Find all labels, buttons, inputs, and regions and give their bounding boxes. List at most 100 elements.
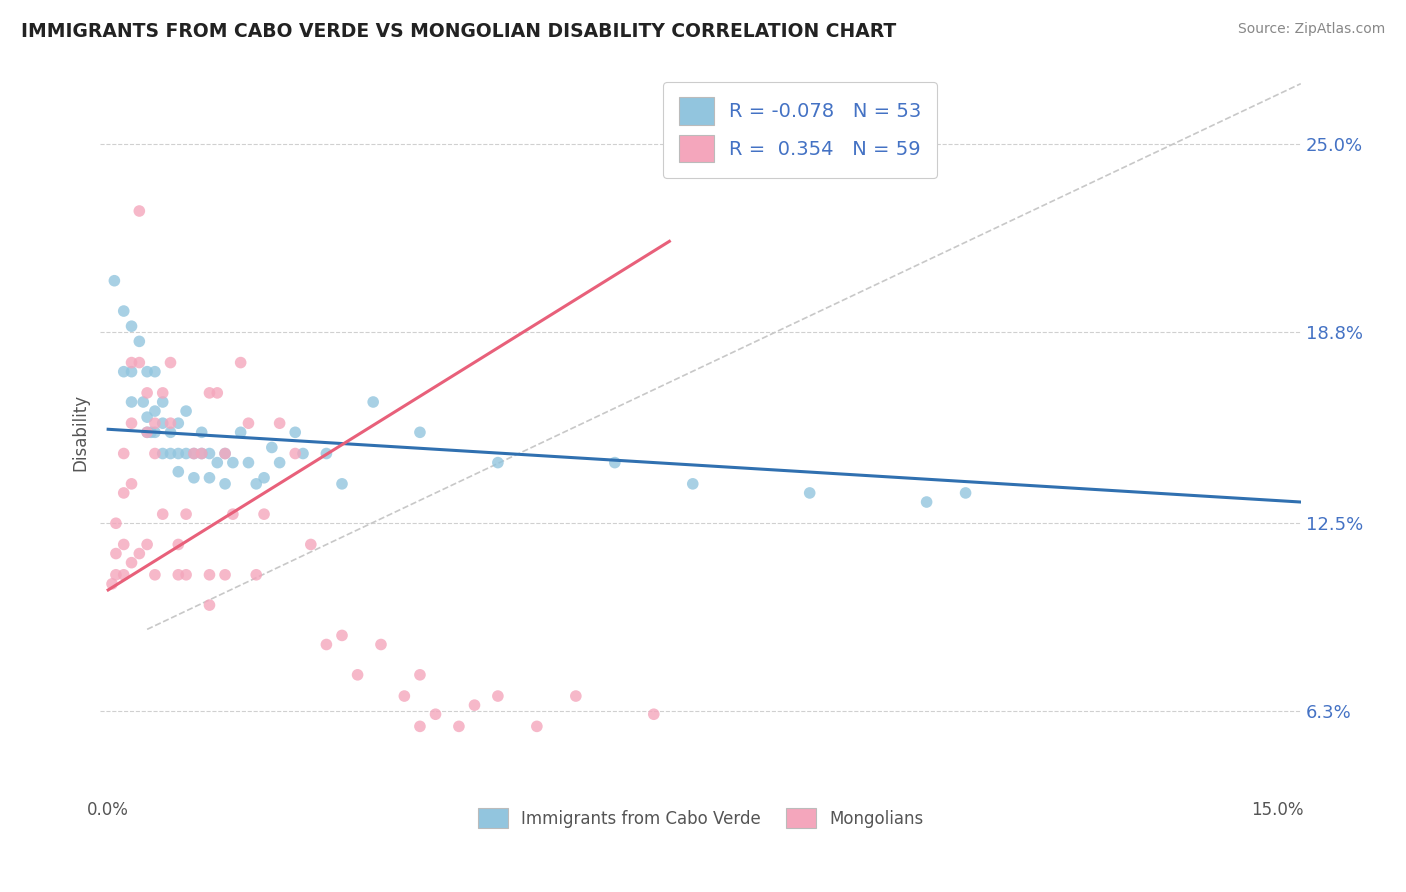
Point: [167, 446, 190, 460]
Point: [330, 628, 353, 642]
Point: [183, 471, 205, 485]
Point: [174, 507, 197, 521]
Point: [104, 547, 127, 561]
Point: [260, 441, 283, 455]
Point: [214, 446, 236, 460]
Point: [409, 668, 432, 682]
Point: [121, 476, 143, 491]
Point: [112, 567, 135, 582]
Point: [253, 507, 276, 521]
Point: [159, 425, 181, 440]
Point: [121, 416, 143, 430]
Point: [214, 476, 236, 491]
Point: [190, 446, 212, 460]
Point: [463, 698, 485, 713]
Point: [128, 334, 150, 349]
Point: [159, 416, 181, 430]
Point: [198, 567, 221, 582]
Point: [299, 537, 322, 551]
Point: [238, 416, 260, 430]
Point: [222, 456, 245, 470]
Point: [121, 319, 143, 334]
Point: [198, 385, 221, 400]
Point: [174, 567, 197, 582]
Point: [112, 537, 135, 551]
Point: [198, 446, 221, 460]
Point: [112, 486, 135, 500]
Point: [128, 355, 150, 369]
Point: [245, 476, 267, 491]
Point: [269, 416, 291, 430]
Point: [121, 395, 143, 409]
Point: [152, 385, 174, 400]
Point: [198, 598, 221, 612]
Point: [486, 689, 509, 703]
Point: [112, 446, 135, 460]
Point: [174, 404, 197, 418]
Point: [284, 425, 307, 440]
Point: [229, 355, 252, 369]
Point: [159, 446, 181, 460]
Point: [207, 456, 229, 470]
Point: [174, 446, 197, 460]
Point: [346, 668, 368, 682]
Point: [136, 410, 159, 425]
Point: [103, 274, 125, 288]
Point: [409, 719, 432, 733]
Point: [315, 638, 337, 652]
Point: [361, 395, 384, 409]
Point: [269, 456, 291, 470]
Point: [682, 476, 704, 491]
Point: [238, 456, 260, 470]
Point: [190, 425, 212, 440]
Point: [190, 446, 212, 460]
Point: [143, 567, 166, 582]
Point: [198, 471, 221, 485]
Point: [101, 577, 124, 591]
Point: [167, 416, 190, 430]
Point: [229, 425, 252, 440]
Point: [159, 355, 181, 369]
Point: [143, 365, 166, 379]
Point: [167, 567, 190, 582]
Point: [152, 507, 174, 521]
Point: [915, 495, 938, 509]
Point: [330, 476, 353, 491]
Point: [128, 547, 150, 561]
Point: [214, 446, 236, 460]
Point: [167, 537, 190, 551]
Point: [143, 416, 166, 430]
Point: [143, 425, 166, 440]
Point: [121, 556, 143, 570]
Point: [955, 486, 977, 500]
Point: [253, 471, 276, 485]
Point: [183, 446, 205, 460]
Point: [136, 425, 159, 440]
Point: [121, 365, 143, 379]
Point: [121, 355, 143, 369]
Point: [136, 425, 159, 440]
Point: [486, 456, 509, 470]
Point: [315, 446, 337, 460]
Point: [284, 446, 307, 460]
Point: [799, 486, 821, 500]
Point: [183, 446, 205, 460]
Point: [143, 404, 166, 418]
Point: [128, 204, 150, 219]
Point: [370, 638, 392, 652]
Point: [112, 304, 135, 318]
Point: [104, 516, 127, 531]
Legend: Immigrants from Cabo Verde, Mongolians: Immigrants from Cabo Verde, Mongolians: [471, 801, 929, 835]
Point: [643, 707, 665, 722]
Point: [152, 446, 174, 460]
Point: [104, 567, 127, 582]
Point: [167, 465, 190, 479]
Point: [152, 416, 174, 430]
Point: [409, 425, 432, 440]
Text: Source: ZipAtlas.com: Source: ZipAtlas.com: [1237, 22, 1385, 37]
Point: [207, 385, 229, 400]
Point: [214, 567, 236, 582]
Point: [136, 365, 159, 379]
Point: [447, 719, 470, 733]
Point: [526, 719, 548, 733]
